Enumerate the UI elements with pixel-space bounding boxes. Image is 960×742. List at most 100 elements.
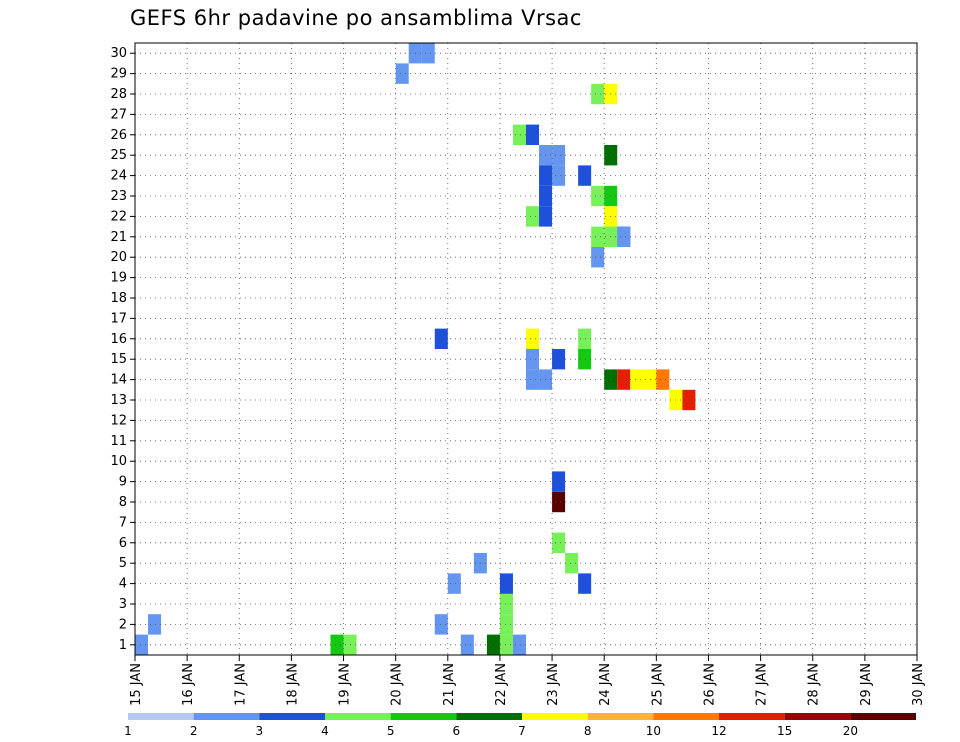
y-tick-label: 9 — [119, 475, 127, 490]
x-tick-label: 17 JAN — [233, 663, 248, 706]
x-tick-label: 20 JAN — [390, 663, 405, 706]
x-tick-label: 18 JAN — [285, 663, 300, 706]
y-tick-label: 2 — [119, 617, 127, 632]
colorbar-swatch — [390, 713, 457, 720]
heatmap-cell — [434, 328, 448, 349]
x-tick-label: 28 JAN — [807, 663, 822, 706]
heatmap-cell — [656, 369, 670, 390]
y-tick-label: 26 — [110, 128, 127, 143]
x-tick-label: 26 JAN — [702, 663, 717, 706]
y-tick-label: 8 — [119, 495, 127, 510]
heatmap-cell — [682, 389, 696, 411]
heatmap-cell — [552, 165, 566, 186]
heatmap-cell — [578, 573, 592, 594]
y-tick-label: 30 — [110, 46, 127, 61]
heatmap-cell — [591, 83, 605, 105]
y-tick-label: 29 — [110, 67, 127, 82]
colorbar-label: 20 — [843, 724, 858, 738]
colorbar-label: 8 — [584, 724, 592, 738]
heatmap-cell — [512, 124, 526, 145]
chart-title: GEFS 6hr padavine po ansamblima Vrsac — [130, 6, 582, 30]
colorbar-swatch — [193, 713, 260, 720]
colorbar-swatch — [259, 713, 325, 720]
x-tick-label: 16 JAN — [181, 663, 196, 706]
heatmap-cell — [630, 369, 644, 390]
heatmap-cell — [499, 593, 513, 615]
heatmap-cell — [447, 573, 461, 594]
heatmap-cell — [499, 573, 513, 594]
y-tick-label: 7 — [119, 515, 127, 530]
colorbar-label: 2 — [190, 724, 198, 738]
x-tick-label: 21 JAN — [442, 663, 457, 706]
colorbar-label: 5 — [387, 724, 395, 738]
heatmap-cell — [486, 634, 500, 655]
y-tick-label: 3 — [119, 597, 127, 612]
heatmap-cell — [512, 634, 526, 655]
y-tick-label: 17 — [110, 311, 127, 326]
y-tick-label: 20 — [110, 250, 127, 265]
x-tick-label: 15 JAN — [129, 663, 144, 706]
heatmap-cell — [591, 185, 605, 207]
heatmap-cell — [552, 532, 566, 553]
heatmap-cell — [526, 124, 540, 145]
colorbar-label: 15 — [777, 724, 792, 738]
heatmap-cell — [578, 165, 592, 186]
x-tick-label: 27 JAN — [755, 663, 770, 706]
x-tick-label: 25 JAN — [650, 663, 665, 706]
y-tick-label: 21 — [110, 230, 127, 245]
colorbar-swatch — [325, 713, 391, 720]
y-tick-label: 16 — [110, 332, 127, 347]
heatmap-cell — [499, 614, 513, 635]
heatmap-cell — [591, 247, 605, 268]
plot-frame — [134, 42, 918, 656]
y-tick-label: 27 — [110, 107, 127, 122]
y-tick-label: 19 — [110, 271, 127, 286]
y-tick-label: 14 — [110, 373, 127, 388]
heatmap-cell — [578, 328, 592, 349]
colorbar-swatch — [522, 713, 588, 720]
y-tick-label: 24 — [110, 169, 127, 184]
heatmap-cell — [148, 614, 162, 635]
x-tick-label: 24 JAN — [598, 663, 613, 706]
colorbar-label: 4 — [321, 724, 329, 738]
y-tick-label: 23 — [110, 189, 127, 204]
y-tick-label: 13 — [110, 393, 127, 408]
colorbar-swatch — [653, 713, 719, 720]
x-tick-label: 22 JAN — [494, 663, 509, 706]
heatmap-cell — [552, 349, 566, 370]
heatmap-cell — [499, 634, 513, 655]
colorbar-label: 3 — [256, 724, 264, 738]
heatmap-cell — [395, 63, 409, 84]
heatmap-cell — [617, 226, 631, 247]
y-tick-label: 1 — [119, 638, 127, 653]
colorbar-swatch — [587, 713, 654, 720]
heatmap-cell — [552, 145, 566, 166]
x-tick-label: 29 JAN — [859, 663, 874, 706]
y-tick-label: 5 — [119, 556, 127, 571]
y-tick-label: 11 — [110, 434, 127, 449]
heatmap-cell — [460, 634, 474, 655]
colorbar-swatch — [784, 713, 851, 720]
colorbar-swatch — [719, 713, 785, 720]
y-tick-label: 15 — [110, 352, 127, 367]
heatmap-cell — [578, 349, 592, 370]
heatmap-cell — [135, 634, 149, 655]
y-tick-label: 4 — [119, 577, 127, 592]
heatmap-cell — [330, 634, 344, 655]
colorbar-label: 1 — [124, 724, 132, 738]
heatmap-cell — [591, 226, 605, 247]
y-tick-label: 28 — [110, 87, 127, 102]
y-tick-label: 25 — [110, 148, 127, 163]
y-tick-label: 18 — [110, 291, 127, 306]
heatmap-cell — [434, 614, 448, 635]
y-tick-label: 6 — [119, 536, 127, 551]
y-tick-label: 22 — [110, 209, 127, 224]
colorbar-label: 6 — [453, 724, 461, 738]
heatmap-cell — [617, 369, 631, 390]
x-tick-label: 23 JAN — [546, 663, 561, 706]
heatmap-cell — [643, 369, 657, 390]
y-tick-label: 10 — [110, 454, 127, 469]
heatmap-cell — [526, 328, 540, 349]
heatmap-cell — [526, 369, 540, 390]
